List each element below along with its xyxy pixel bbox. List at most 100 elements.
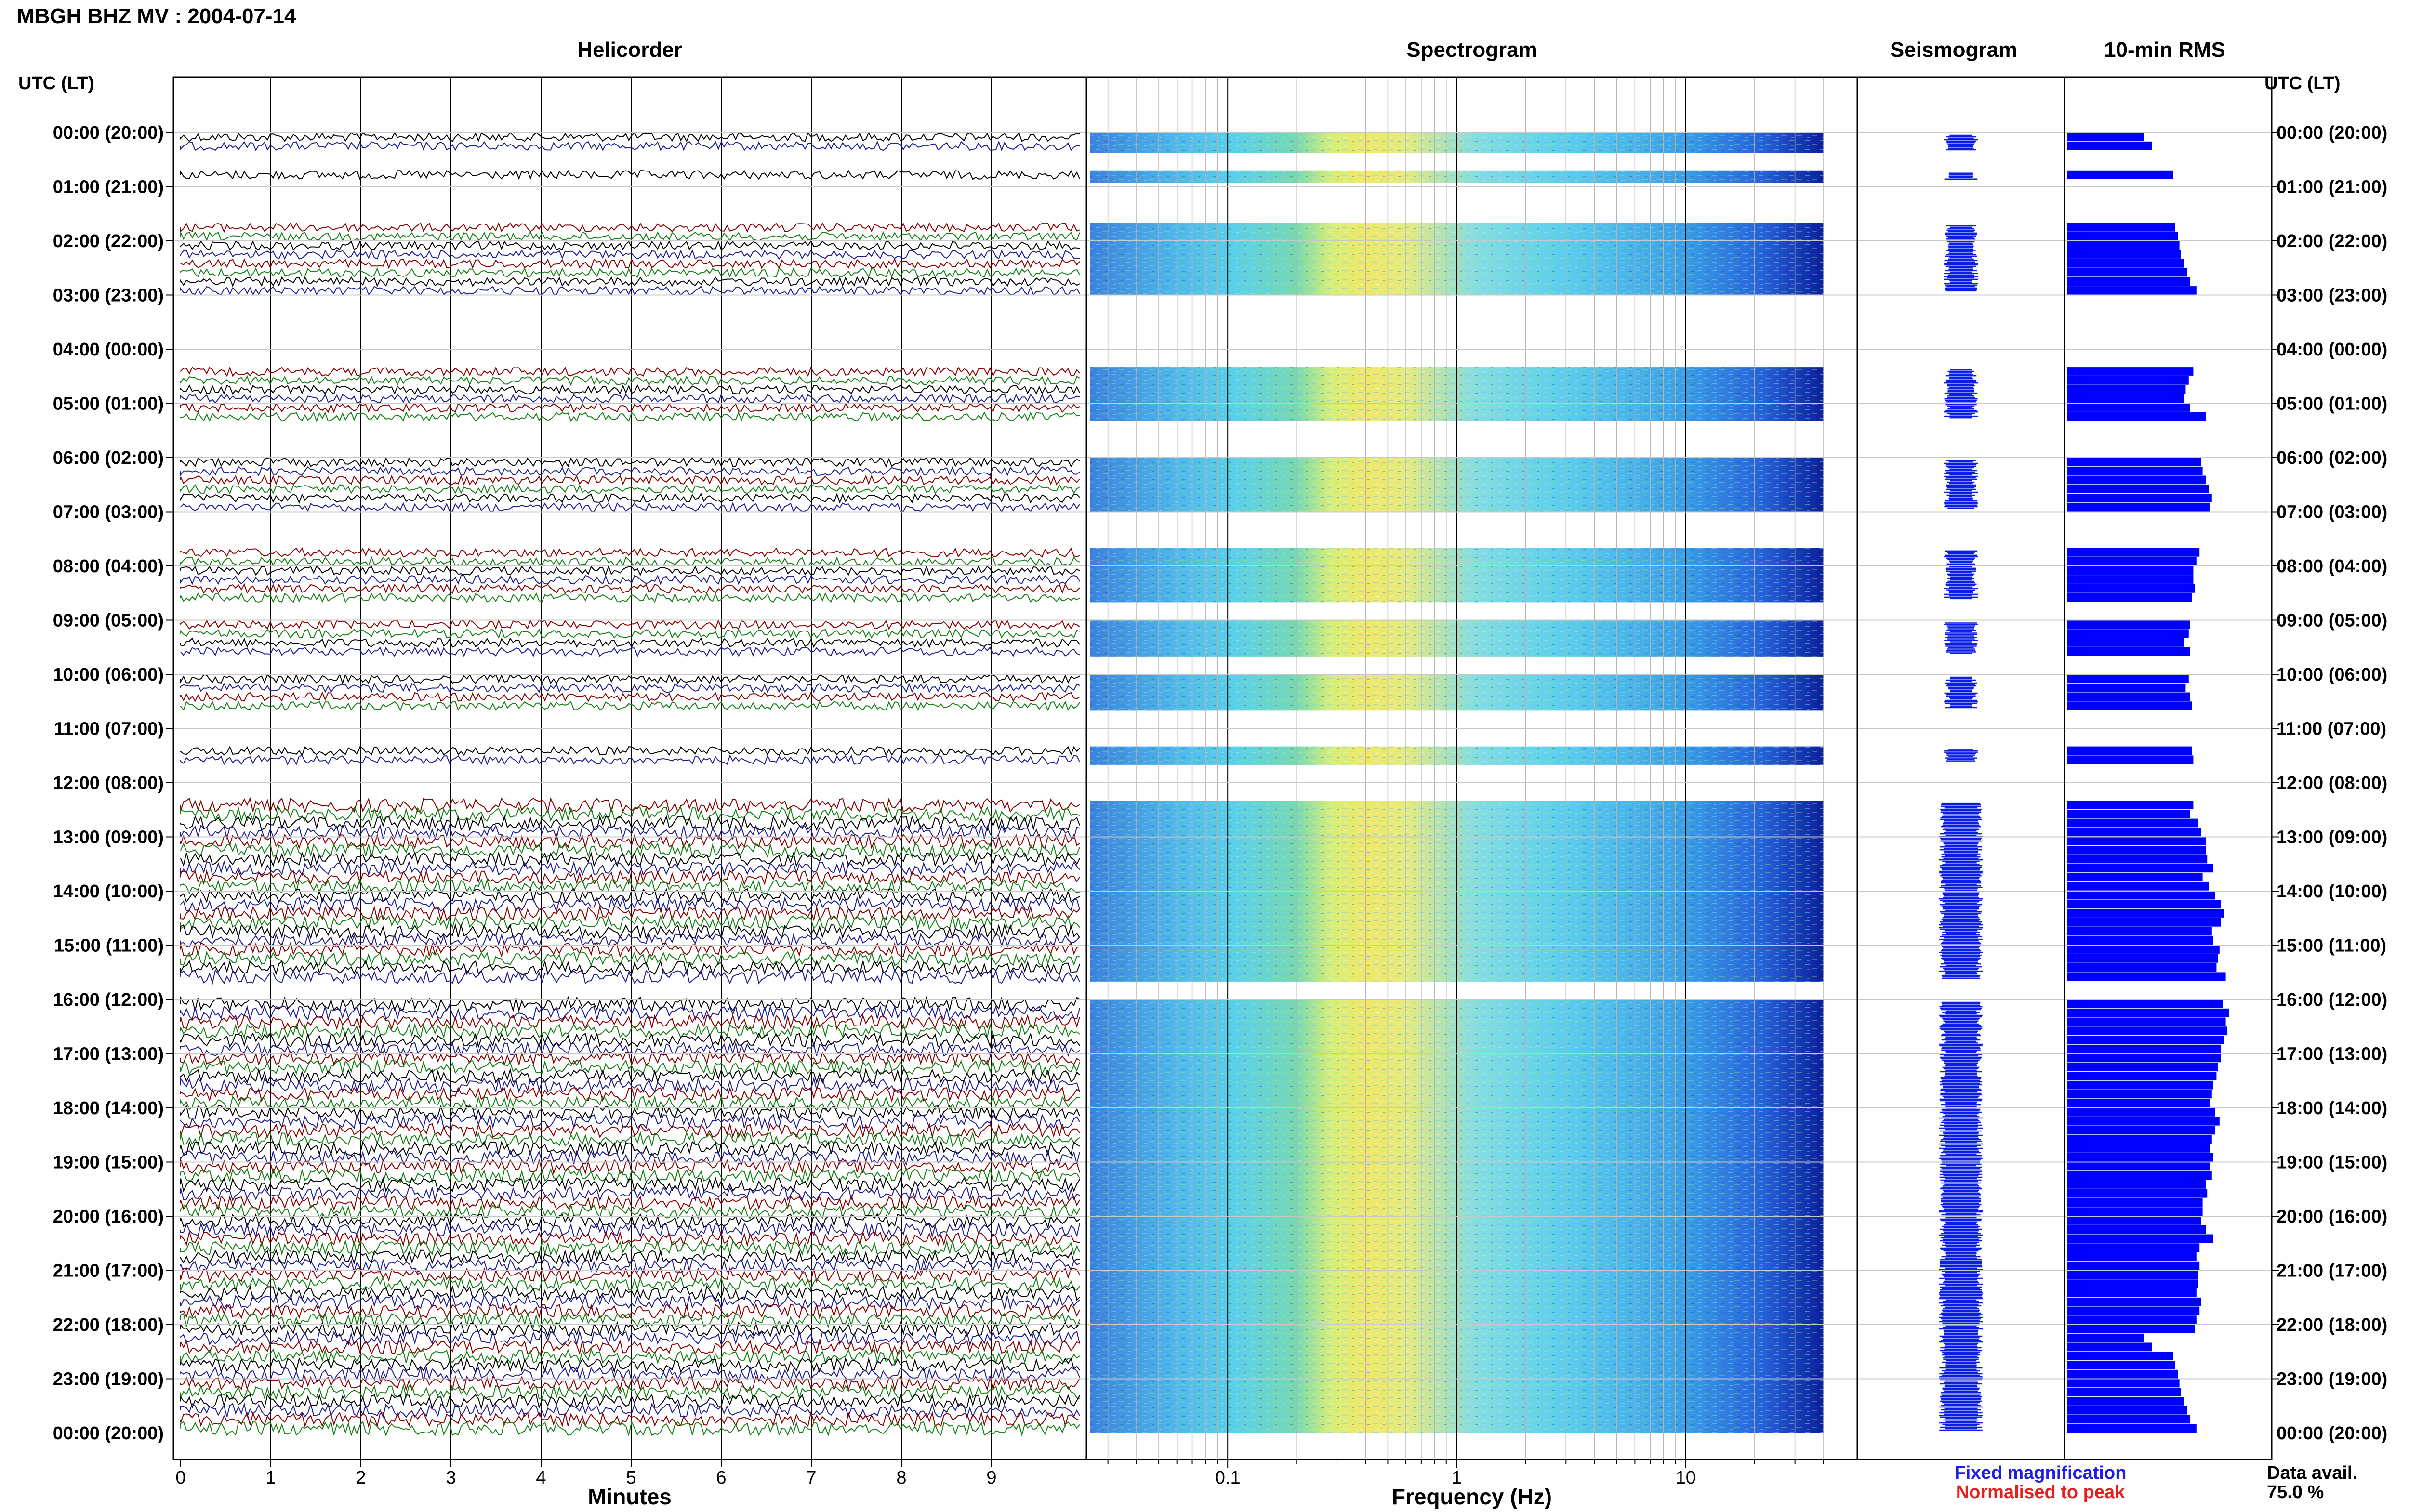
rms-bar <box>2067 1099 2210 1108</box>
helicorder-trace-line <box>180 932 1080 948</box>
helicorder-trace-line <box>180 592 1080 604</box>
rms-bar <box>2067 132 2144 141</box>
hour-label-right: 12:00 (08:00) <box>2277 773 2387 793</box>
rms-bar <box>2067 837 2206 845</box>
rms-bar <box>2067 286 2197 295</box>
rms-bar <box>2067 746 2192 755</box>
hour-label-left: 22:00 (18:00) <box>53 1315 164 1335</box>
helicorder-trace-line <box>180 240 1080 251</box>
panel-title-helicorder: Helicorder <box>577 38 682 62</box>
rms-bar <box>2067 963 2217 972</box>
hour-label-right: 07:00 (03:00) <box>2277 502 2387 523</box>
rms-bar <box>2067 620 2190 629</box>
helicorder-x-tick-label: 9 <box>986 1468 996 1488</box>
helicorder-trace-line <box>180 276 1080 288</box>
seismogram-trace <box>1939 1001 1983 1431</box>
data-avail-value: 75.0 % <box>2267 1482 2324 1502</box>
rms-bar <box>2067 1424 2197 1433</box>
rms-bar <box>2067 1135 2212 1144</box>
rms-bar <box>2067 412 2206 421</box>
rms-bar <box>2067 277 2190 286</box>
rms-bar <box>2067 241 2180 250</box>
rms-bar <box>2067 1207 2203 1216</box>
helicorder-trace-line <box>180 493 1080 504</box>
rms-bar <box>2067 954 2218 963</box>
helicorder-trace-line <box>180 1023 1080 1039</box>
hour-label-right: 19:00 (15:00) <box>2277 1153 2387 1173</box>
helicorder-trace-line <box>180 1239 1080 1256</box>
rms-bar <box>2067 999 2223 1008</box>
helicorder-trace-line <box>180 1411 1080 1428</box>
rms-bar <box>2067 1153 2213 1162</box>
rms-bar <box>2067 909 2224 918</box>
spectrogram-gridlines <box>1107 77 1824 1459</box>
helicorder-trace-line <box>180 1357 1080 1374</box>
rms-bar <box>2067 1333 2144 1342</box>
rms-bar <box>2067 593 2192 602</box>
rms-bar <box>2067 674 2189 683</box>
rms-bar <box>2067 972 2226 981</box>
rms-bar <box>2067 936 2213 945</box>
hour-label-left: 16:00 (12:00) <box>53 990 164 1010</box>
helicorder-trace-line <box>180 1383 1080 1401</box>
hour-label-left: 15:00 (11:00) <box>54 936 164 956</box>
hour-label-left: 07:00 (03:00) <box>53 502 164 523</box>
rms-bar <box>2067 385 2186 394</box>
helicorder-trace-line <box>180 466 1080 477</box>
helicorder-trace-line <box>180 1185 1080 1202</box>
helicorder-trace-line <box>180 285 1080 296</box>
rms-bar <box>2067 1306 2200 1315</box>
helicorder-trace-line <box>180 1131 1080 1148</box>
hour-label-left: 00:00 (20:00) <box>53 123 164 143</box>
helicorder-trace-line <box>180 366 1080 377</box>
rms-bar <box>2067 891 2215 900</box>
rms-bar <box>2067 809 2190 818</box>
rms-bar <box>2067 475 2206 485</box>
rms-bar <box>2067 918 2221 927</box>
spectrogram-x-tick-label: 0.1 <box>1215 1468 1241 1488</box>
helicorder-trace-line <box>180 1257 1080 1274</box>
hour-label-right: 14:00 (10:00) <box>2277 881 2387 902</box>
rms-bar <box>2067 1279 2198 1288</box>
rms-bar <box>2067 1198 2203 1207</box>
hour-label-left: 08:00 (04:00) <box>53 556 164 577</box>
hour-label-left: 12:00 (08:00) <box>53 773 164 793</box>
helicorder-trace-line <box>180 1402 1080 1419</box>
rms-bar <box>2067 170 2173 179</box>
hour-label-right: 01:00 (21:00) <box>2277 177 2387 197</box>
rms-bar <box>2067 1397 2184 1406</box>
helicorder-trace-line <box>180 646 1080 657</box>
hour-label-left: 04:00 (00:00) <box>53 340 164 360</box>
helicorder-trace-line <box>180 384 1080 395</box>
rms-bar <box>2067 1379 2180 1388</box>
rms-bar <box>2067 232 2178 241</box>
hour-label-left: 05:00 (01:00) <box>53 394 164 414</box>
rms-bar <box>2067 1369 2178 1379</box>
helicorder-trace-line <box>180 628 1080 639</box>
hour-label-left: 19:00 (15:00) <box>53 1153 164 1173</box>
helicorder-trace-line <box>180 673 1080 685</box>
helicorder-trace-line <box>180 841 1080 859</box>
hour-label-left: 17:00 (13:00) <box>53 1044 164 1065</box>
hour-label-right: 06:00 (02:00) <box>2277 448 2387 468</box>
helicorder-trace-line <box>180 1104 1080 1121</box>
rms-bar <box>2067 367 2194 376</box>
seismogram-traces <box>1939 134 1983 1431</box>
rms-bar <box>2067 394 2184 403</box>
helicorder-trace-line <box>180 691 1080 702</box>
rms-bar <box>2067 1234 2213 1243</box>
hour-labels-right: 00:00 (20:00) 01:00 (21:00) 02:00 (22:00) 0… <box>2272 123 2387 1444</box>
helicorder-trace-line <box>180 637 1080 649</box>
helicorder-trace-line <box>180 851 1080 868</box>
helicorder-trace-line <box>180 1420 1080 1437</box>
hour-label-left: 06:00 (02:00) <box>53 448 164 468</box>
rms-bar <box>2067 548 2200 557</box>
helicorder-trace-line <box>180 700 1080 712</box>
helicorder-trace-line <box>180 878 1080 895</box>
rms-bar <box>2067 1036 2224 1044</box>
helicorder-trace-line <box>180 1348 1080 1365</box>
helicorder-x-tick-label: 7 <box>806 1468 816 1488</box>
panel-title-spectrogram: Spectrogram <box>1406 38 1537 62</box>
rms-bar <box>2067 458 2201 466</box>
hour-labels-left: 00:00 (20:00) 01:00 (21:00) 02:00 (22:00) 0… <box>53 123 173 1444</box>
